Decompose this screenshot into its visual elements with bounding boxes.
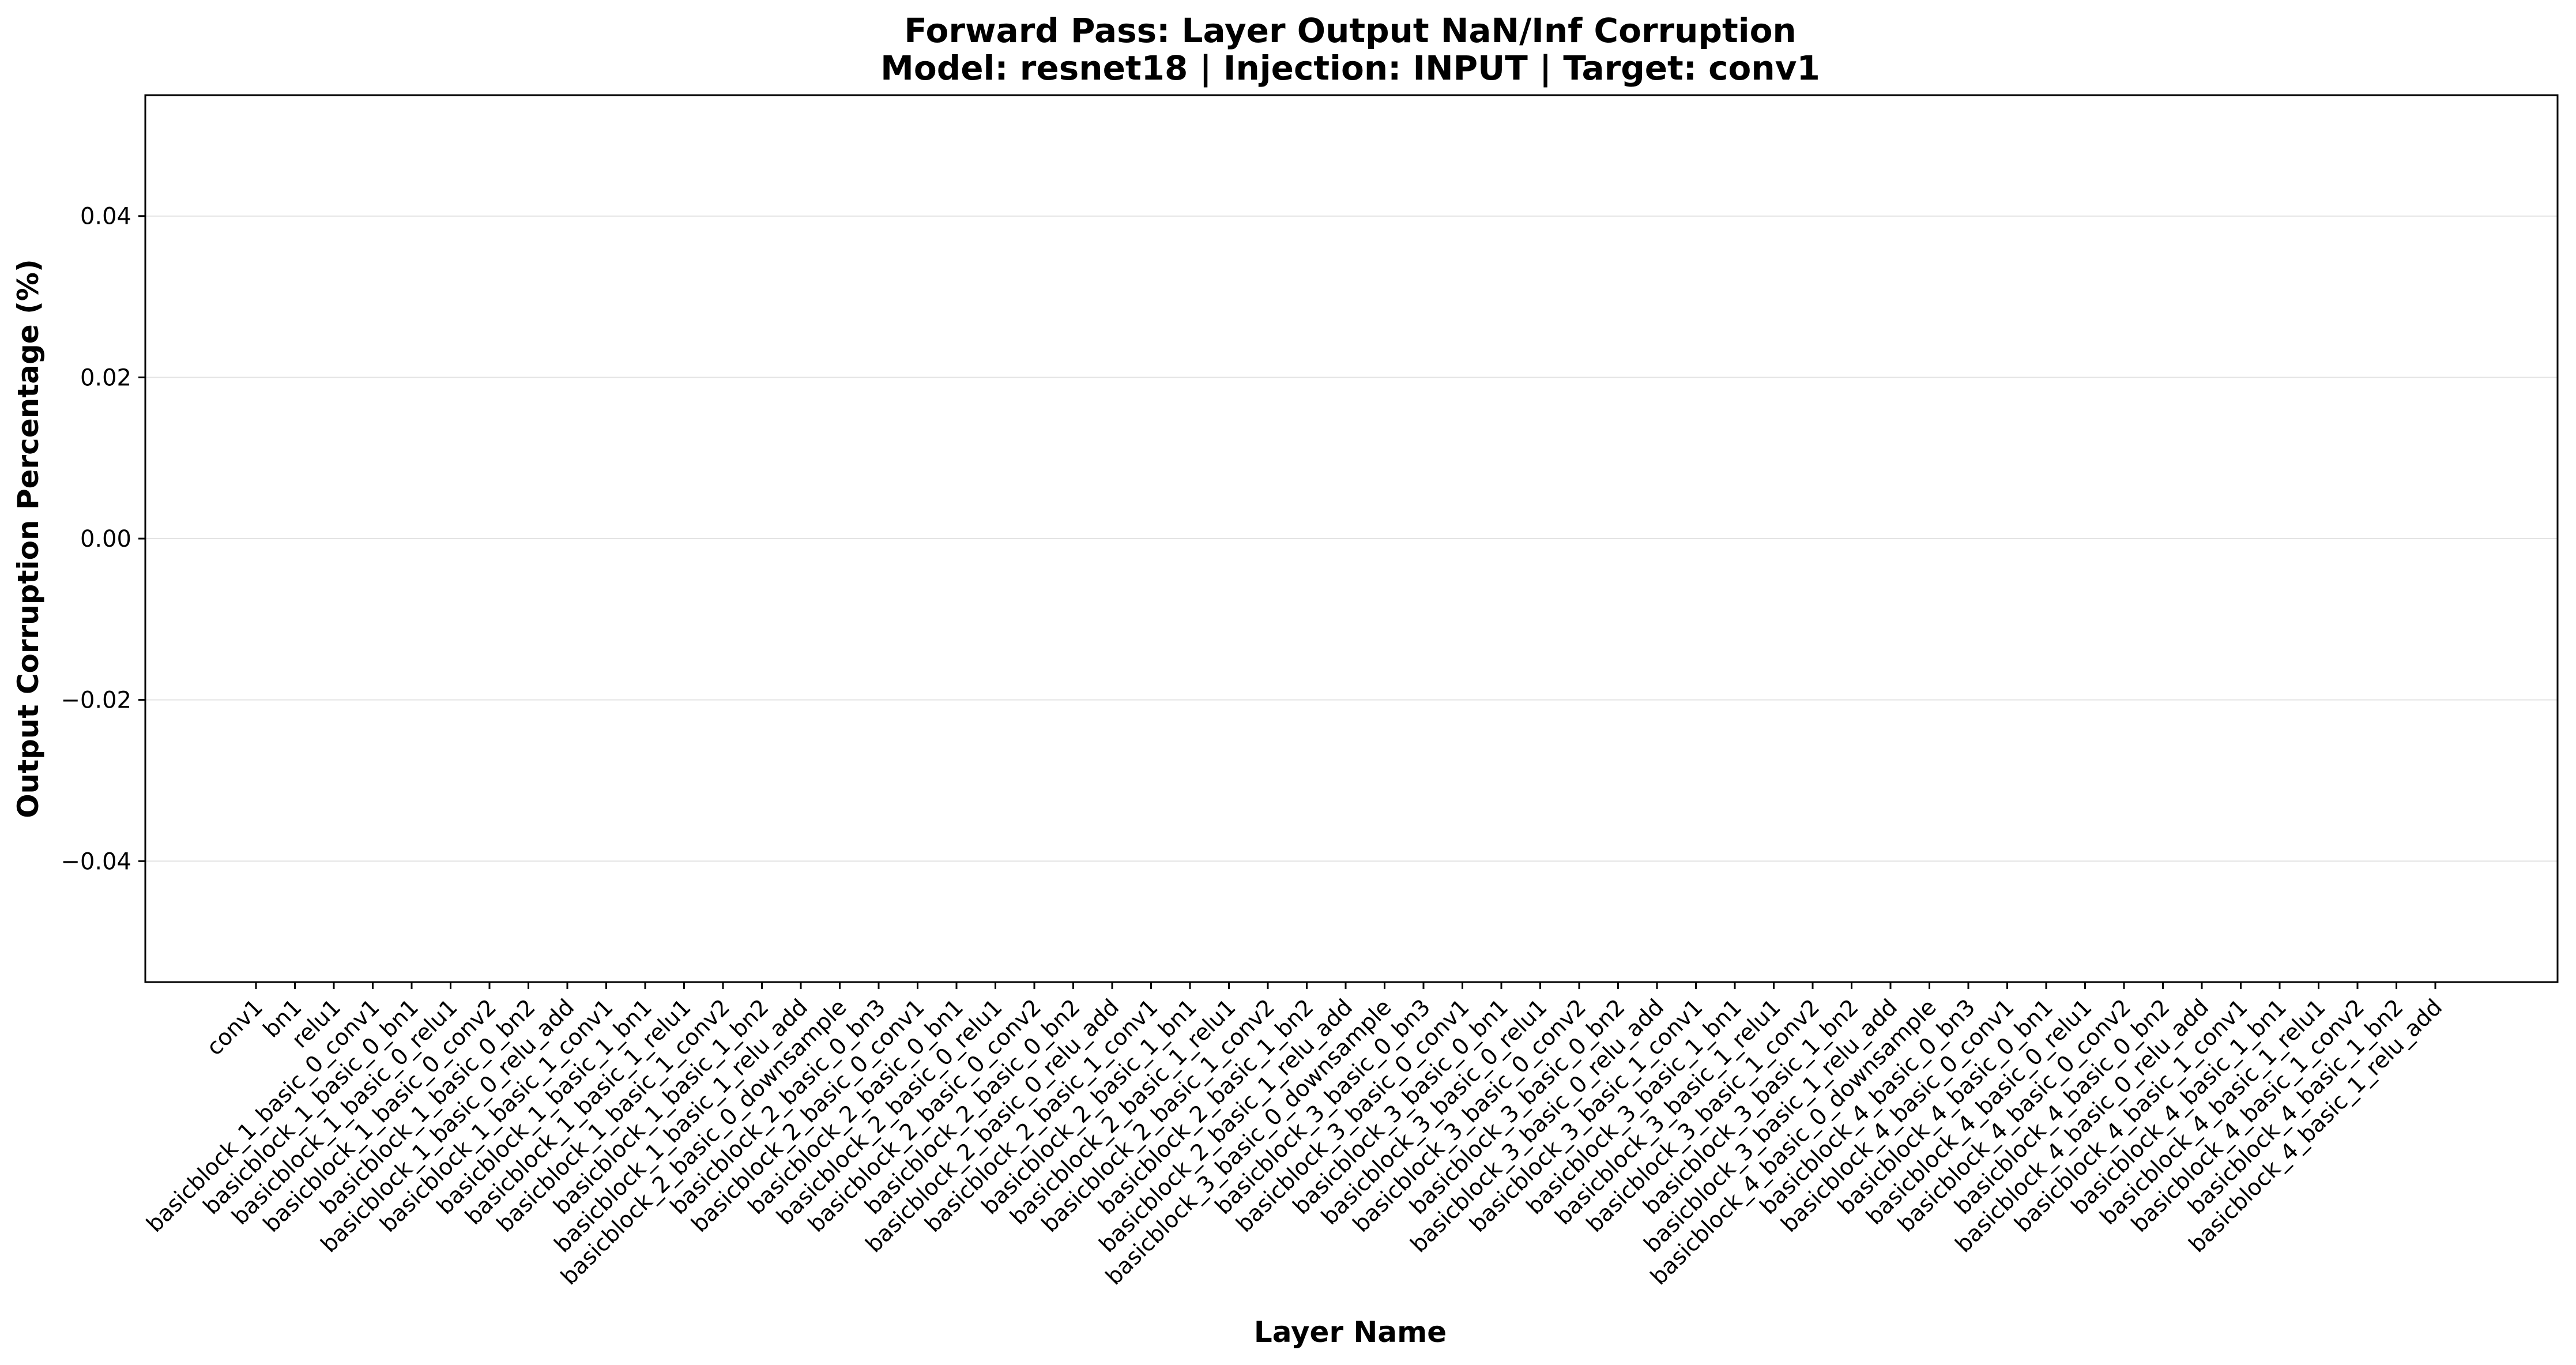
x-axis-ticks: conv1bn1relu1basicblock_1_basic_0_conv1b… (142, 982, 2447, 1290)
x-tick-label: conv1 (202, 994, 268, 1061)
y-axis-label: Output Corruption Percentage (%) (12, 259, 45, 818)
y-tick-label: 0.00 (80, 526, 131, 552)
y-tick-label: −0.04 (61, 848, 131, 875)
x-axis-label: Layer Name (1254, 1315, 1447, 1349)
chart-subtitle: Model: resnet18 | Injection: INPUT | Tar… (880, 48, 1820, 88)
y-axis-ticks: 0.04 0.02 0.00 −0.02 −0.04 (61, 204, 145, 875)
y-tick-label: −0.02 (61, 687, 131, 714)
y-tick-label: 0.02 (80, 364, 131, 391)
y-tick-label: 0.04 (80, 204, 131, 230)
y-gridlines (145, 215, 2558, 862)
chart-title: Forward Pass: Layer Output NaN/Inf Corru… (904, 11, 1796, 50)
